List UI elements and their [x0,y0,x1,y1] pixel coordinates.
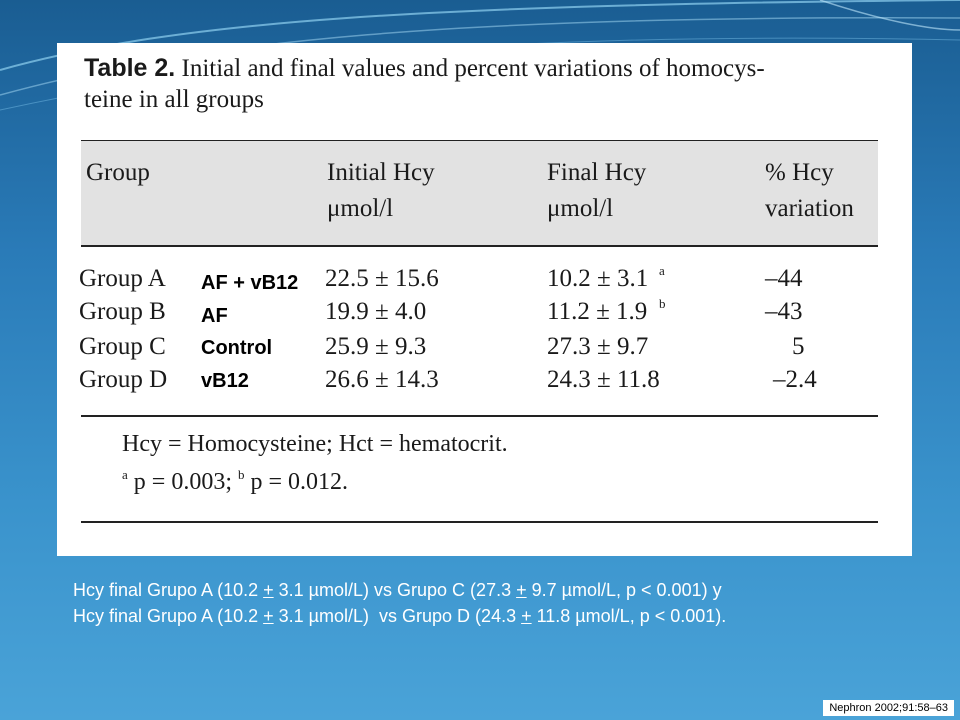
table-title-line1: Initial and final values and percent var… [181,55,765,82]
bottom-rule [81,521,878,523]
overlay-label-b: AF [201,304,228,327]
summary-segment: 3.1 µmol/L) vs Grupo D (24.3 [273,606,522,626]
overlay-label-a: AF + vB12 [201,272,299,294]
footnote-pvalues: a p = 0.003; b p = 0.012. [122,467,349,495]
header-rule [81,245,878,247]
table-cell-initial: 22.5 ± 15.6 [325,265,439,292]
table-cell-variation: –44 [765,265,803,292]
summary-line-1: Hcy final Grupo A (10.2 + 3.1 µmol/L) vs… [73,577,953,603]
summary-segment: + [516,580,527,600]
body-rule [81,415,878,417]
header-variation: % Hcy variation [765,159,854,222]
header-final: Final Hcy μmol/l [547,159,647,222]
source-citation: Nephron 2002;91:58–63 [823,700,954,716]
table-cell-group: Group D [79,366,168,393]
table-cell-initial: 26.6 ± 14.3 [325,366,439,393]
summary-segment: 11.8 µmol/L, p < 0.001). [531,606,727,626]
summary-segment: Hcy final Grupo A (10.2 [73,580,264,600]
table-cell-variation: 5 [792,333,805,360]
footnote-marker: b [659,296,666,311]
table-cell-final: 11.2 ± 1.9 [547,298,648,325]
table-row: Group C 25.9 ± 9.3 27.3 ± 9.7 5 [57,333,912,365]
table-image-panel: Table 2. Initial and final values and pe… [57,43,912,556]
table-cell-group: Group A [79,265,166,292]
summary-segment: Hcy final Grupo A (10.2 [73,606,264,626]
table-cell-group: Group B [79,298,166,325]
table-cell-initial: 19.9 ± 4.0 [325,298,427,325]
table-cell-variation: –43 [765,298,803,325]
table-caption: Table 2. Initial and final values and pe… [84,53,884,115]
summary-segment: + [263,606,274,626]
overlay-label-c: Control [201,337,273,359]
header-initial: Initial Hcy μmol/l [327,159,435,222]
table-row: Group A 22.5 ± 15.6 10.2 ± 3.1 a –44 [57,263,912,297]
table-cell-initial: 25.9 ± 9.3 [325,333,427,360]
table-cell-final: 24.3 ± 11.8 [547,366,660,393]
footnote-abbreviations: Hcy = Homocysteine; Hct = hematocrit. [122,431,508,457]
table-title-line2: teine in all groups [84,86,264,113]
table-cell-group: Group C [79,333,166,360]
summary-segment: + [521,606,532,626]
summary-segment: 9.7 µmol/L, p < 0.001) y [526,580,722,600]
summary-line-2: Hcy final Grupo A (10.2 + 3.1 µmol/L) vs… [73,603,953,629]
table-row: Group D 26.6 ± 14.3 24.3 ± 11.8 –2.4 [57,366,912,398]
table-header [81,141,878,247]
summary-segment: 3.1 µmol/L) vs Grupo C (27.3 [273,580,517,600]
overlay-label-d: vB12 [201,369,249,392]
summary-segment: + [263,580,274,600]
table-cell-final: 27.3 ± 9.7 [547,333,649,360]
table-cell-variation: –2.4 [773,366,817,393]
table-cell-final: 10.2 ± 3.1 [547,265,649,292]
group-treatment-labels: AF + vB12 AF Control vB12 [201,267,298,397]
footnote-marker: a [659,263,665,278]
summary-text: Hcy final Grupo A (10.2 + 3.1 µmol/L) vs… [73,577,953,629]
table-row: Group B 19.9 ± 4.0 11.2 ± 1.9 b –43 [57,296,912,330]
header-group: Group [86,159,150,186]
table-label: Table 2. [84,54,176,82]
